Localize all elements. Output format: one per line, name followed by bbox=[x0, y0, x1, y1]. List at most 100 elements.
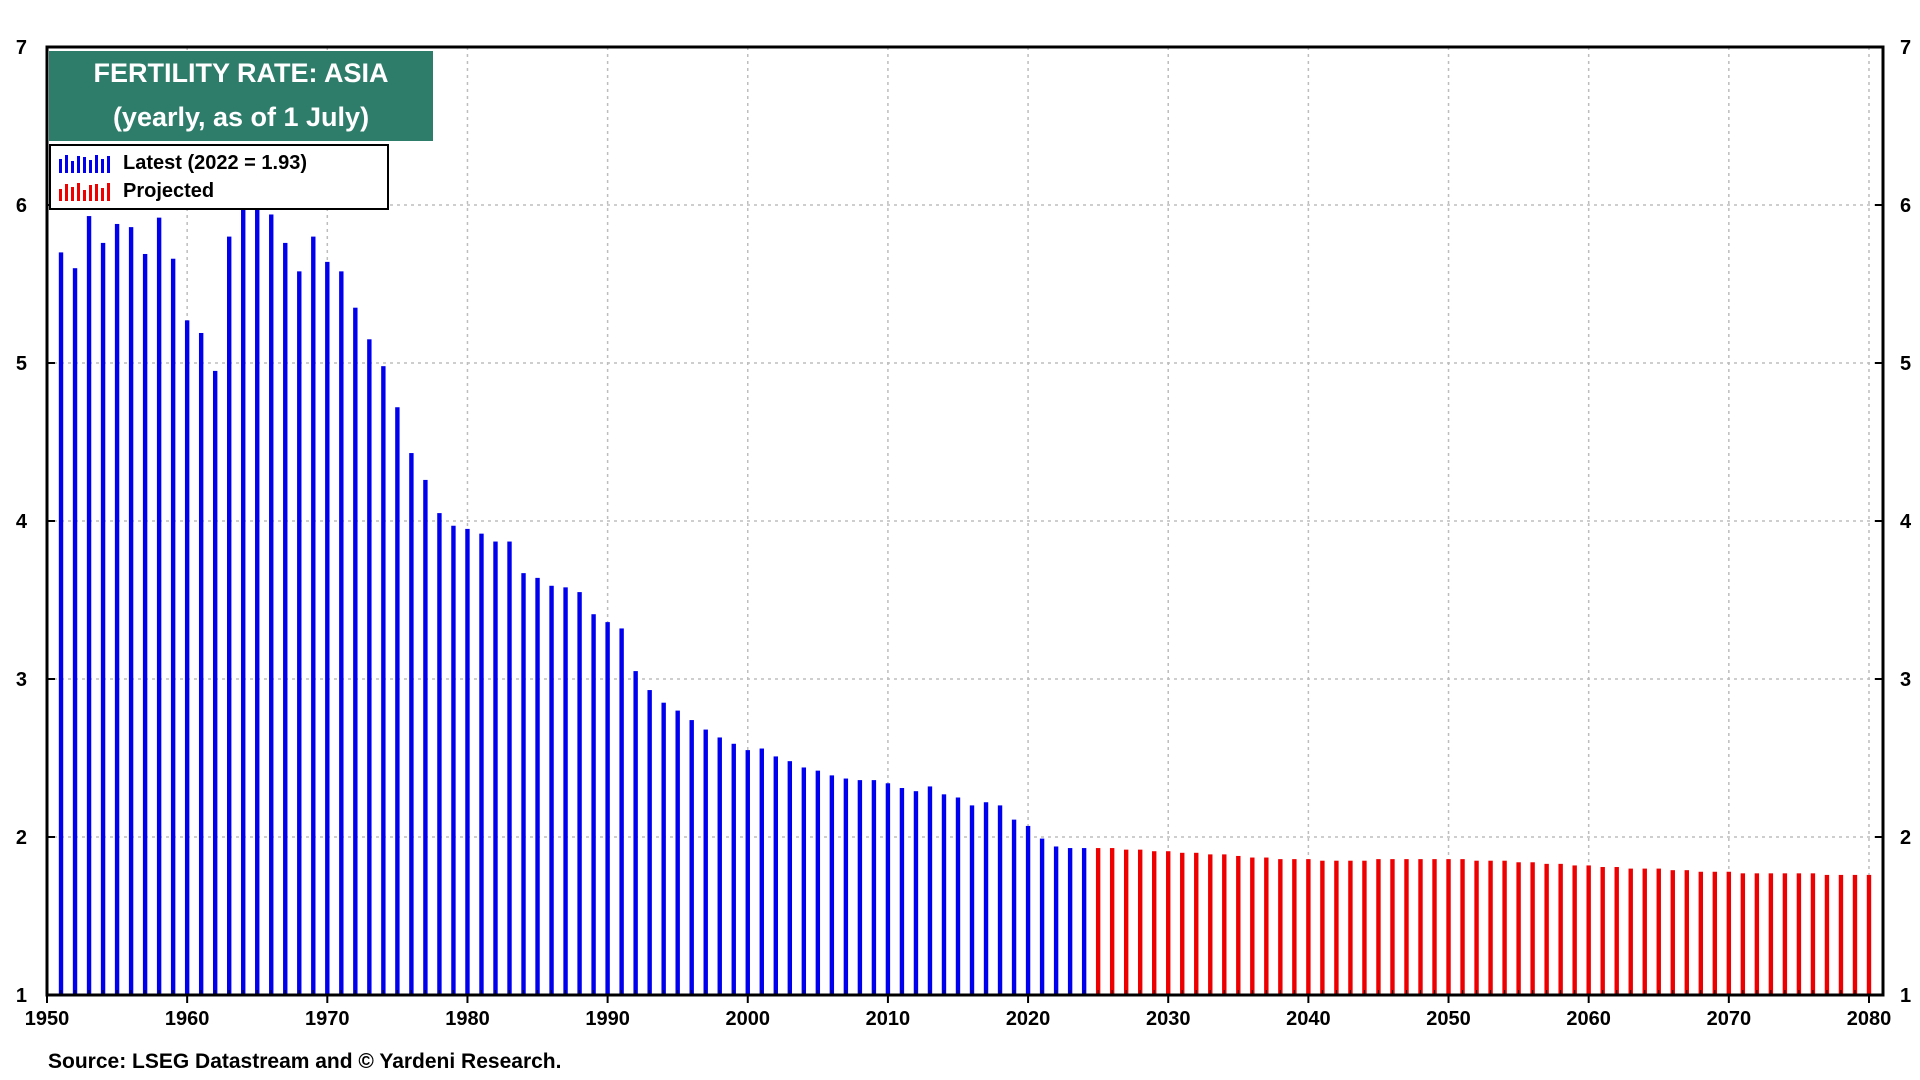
bar-projected bbox=[1180, 852, 1185, 995]
bar-projected bbox=[1740, 873, 1746, 995]
bar-latest bbox=[1011, 819, 1017, 995]
x-tick-label: 2070 bbox=[1707, 1008, 1752, 1030]
axis-ticks bbox=[46, 46, 1883, 1003]
legend-swatch-bar bbox=[101, 188, 104, 201]
legend-swatch-bar bbox=[71, 161, 74, 173]
bar-projected bbox=[1614, 867, 1619, 995]
bar-latest bbox=[969, 805, 975, 995]
bar-projected bbox=[1866, 874, 1872, 995]
y-tick-label-left: 2 bbox=[16, 827, 27, 849]
legend-label-latest: Latest (2022 = 1.93) bbox=[123, 152, 307, 174]
bar-latest bbox=[353, 307, 358, 995]
bar-projected bbox=[1320, 860, 1325, 995]
bar-latest bbox=[212, 370, 218, 995]
bar-projected bbox=[1222, 854, 1227, 995]
bar-latest bbox=[479, 533, 484, 995]
x-tick-label: 2060 bbox=[1566, 1008, 1611, 1030]
bar-latest bbox=[1053, 846, 1059, 995]
y-tick-label-left: 7 bbox=[16, 37, 27, 59]
bar-latest bbox=[507, 541, 512, 995]
bar-latest bbox=[311, 236, 316, 996]
bar-latest bbox=[871, 780, 877, 995]
x-tick-label: 2040 bbox=[1286, 1008, 1331, 1030]
bar-latest bbox=[58, 252, 64, 995]
legend-swatch-bar bbox=[59, 189, 62, 201]
bar-latest bbox=[927, 786, 933, 995]
bar-latest bbox=[689, 720, 694, 995]
bar-latest bbox=[381, 366, 386, 995]
bar-latest bbox=[1039, 838, 1045, 995]
bar-projected bbox=[1726, 871, 1732, 995]
bars bbox=[58, 205, 1872, 996]
legend-swatch-bar bbox=[95, 155, 98, 173]
bar-projected bbox=[1502, 860, 1507, 995]
bar-latest bbox=[997, 805, 1003, 995]
bar-latest bbox=[801, 767, 807, 995]
title-background bbox=[49, 51, 433, 141]
y-tick-label-left: 4 bbox=[16, 511, 28, 533]
bar-projected bbox=[1586, 865, 1591, 995]
bar-latest bbox=[72, 268, 78, 995]
bar-latest bbox=[367, 339, 372, 995]
bar-projected bbox=[1656, 868, 1661, 995]
y-tick-label-left: 5 bbox=[16, 353, 27, 375]
legend-swatch-bar bbox=[107, 156, 110, 173]
chart-subtitle: (yearly, as of 1 July) bbox=[113, 102, 369, 132]
x-tick-label: 1990 bbox=[585, 1008, 630, 1030]
bar-projected bbox=[1684, 870, 1689, 995]
bar-projected bbox=[1544, 863, 1549, 995]
grid-lines bbox=[47, 47, 1883, 995]
bar-latest bbox=[591, 614, 596, 995]
bar-projected bbox=[1642, 868, 1647, 995]
bar-latest bbox=[198, 332, 204, 996]
bar-latest bbox=[983, 802, 989, 995]
bar-projected bbox=[1488, 860, 1493, 995]
x-tick-label: 2010 bbox=[866, 1008, 911, 1030]
bar-latest bbox=[283, 242, 288, 996]
bar-projected bbox=[1628, 868, 1633, 995]
x-tick-label: 1960 bbox=[165, 1008, 210, 1030]
bar-projected bbox=[1460, 859, 1465, 995]
y-tick-label-right: 1 bbox=[1900, 985, 1911, 1007]
legend-swatch-bar bbox=[101, 159, 104, 173]
legend-swatch-bar bbox=[89, 160, 92, 173]
legend-swatch-latest bbox=[59, 155, 110, 173]
bar-latest bbox=[241, 205, 246, 995]
bar-latest bbox=[717, 737, 722, 995]
bar-projected bbox=[1754, 873, 1760, 995]
bar-projected bbox=[1194, 852, 1199, 995]
bar-projected bbox=[1796, 873, 1802, 995]
bar-latest bbox=[731, 743, 736, 995]
bar-projected bbox=[1768, 873, 1774, 995]
bar-projected bbox=[1824, 874, 1830, 995]
bar-latest bbox=[647, 690, 652, 995]
x-tick-label: 2050 bbox=[1426, 1008, 1471, 1030]
bar-latest bbox=[465, 528, 470, 995]
legend: Latest (2022 = 1.93) Projected bbox=[49, 144, 389, 210]
bar-latest bbox=[899, 788, 905, 995]
bar-latest bbox=[184, 320, 190, 996]
bar-projected bbox=[1306, 859, 1311, 995]
bar-projected bbox=[1516, 862, 1521, 995]
bar-latest bbox=[619, 628, 624, 995]
bar-projected bbox=[1670, 870, 1675, 995]
legend-swatch-bar bbox=[65, 155, 68, 173]
bar-projected bbox=[1810, 873, 1816, 995]
bar-latest bbox=[226, 236, 232, 996]
bar-projected bbox=[1278, 859, 1283, 995]
legend-swatch-bar bbox=[95, 184, 98, 201]
bar-latest bbox=[773, 756, 778, 995]
bar-latest bbox=[423, 479, 428, 995]
bar-projected bbox=[1852, 874, 1858, 995]
legend-swatch-bar bbox=[59, 159, 62, 173]
x-tick-label: 1970 bbox=[305, 1008, 350, 1030]
legend-swatch-bar bbox=[71, 187, 74, 201]
bar-latest bbox=[759, 748, 764, 995]
axis-labels: 1 1 2 2 3 3 4 4 5 5 6 6 7 7 1950 1960 1970 1980 1990 2000 20… bbox=[16, 37, 1912, 1030]
bar-latest bbox=[675, 710, 680, 995]
bar-latest bbox=[703, 729, 708, 995]
legend-label-projected: Projected bbox=[123, 180, 214, 202]
bar-latest bbox=[815, 770, 821, 995]
chart-title: FERTILITY RATE: ASIA bbox=[94, 58, 389, 88]
bar-projected bbox=[1572, 865, 1577, 995]
